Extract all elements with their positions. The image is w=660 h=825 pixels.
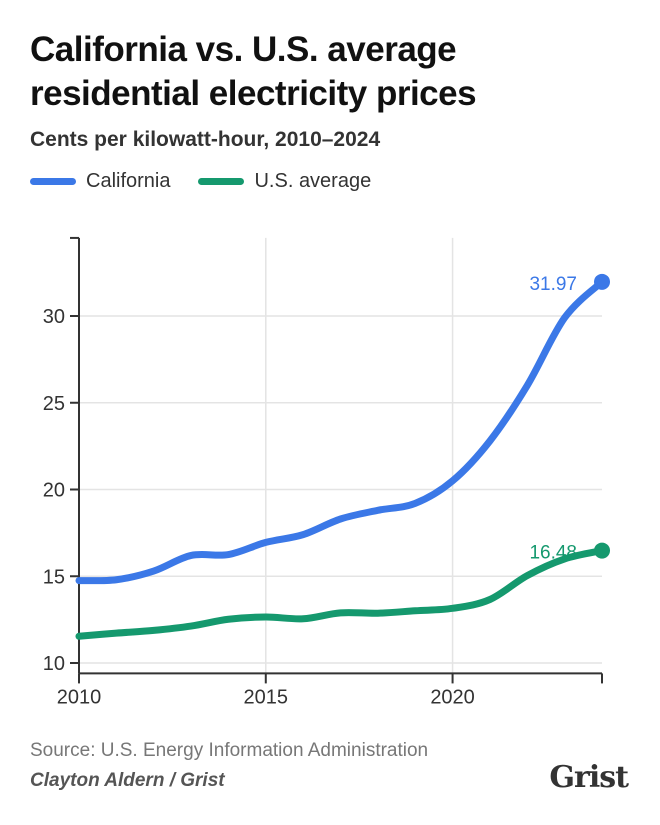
legend-swatch-california	[30, 178, 76, 185]
x-tick-label: 2010	[57, 686, 102, 708]
end-point-california	[594, 273, 610, 290]
legend-label-us-average: U.S. average	[254, 170, 372, 192]
y-tick-label: 15	[43, 566, 65, 588]
end-label-california: 31.97	[529, 274, 577, 295]
x-tick-label: 2020	[430, 686, 475, 708]
end-label-u-s-average: 16.48	[529, 543, 577, 564]
series-line-california	[75, 278, 606, 585]
legend-item-california: California	[30, 170, 170, 193]
legend-swatch-us-average	[198, 178, 245, 185]
series-line-u-s-average	[75, 547, 606, 640]
source-note: Source: U.S. Energy Information Administ…	[30, 740, 429, 761]
y-tick-label: 30	[43, 306, 65, 328]
chart-title: California vs. U.S. average residential …	[30, 30, 477, 113]
chart-subtitle: Cents per kilowatt-hour, 2010–2024	[30, 128, 381, 151]
legend-label-california: California	[86, 170, 171, 192]
y-tick-label: 20	[43, 480, 65, 502]
grist-logo: Grist	[549, 760, 629, 795]
end-point-u-s-average	[594, 542, 610, 559]
legend: California U.S. average	[30, 170, 371, 193]
y-tick-label: 25	[43, 393, 65, 415]
credit: Clayton Aldern / Grist	[30, 770, 225, 791]
legend-item-us-average: U.S. average	[198, 170, 371, 193]
x-tick-label: 2015	[244, 686, 289, 708]
y-tick-label: 10	[43, 653, 65, 675]
